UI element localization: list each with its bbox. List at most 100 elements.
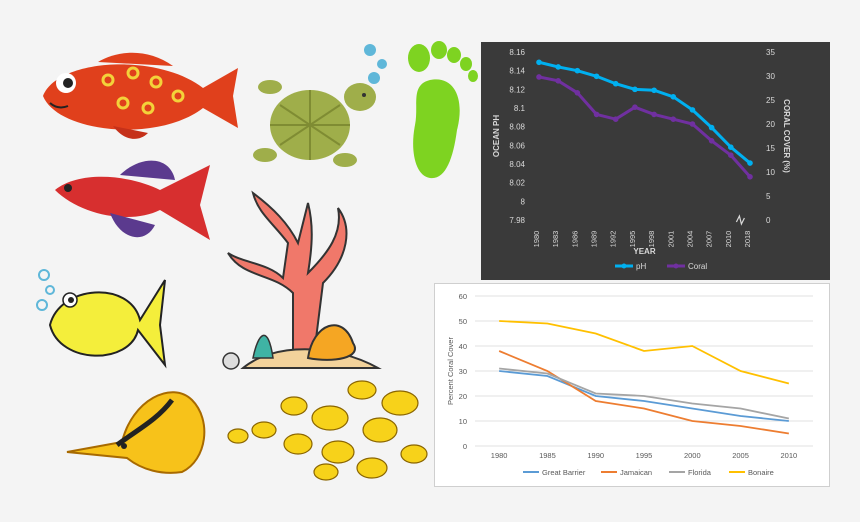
x-tick-label: 2010 bbox=[724, 231, 733, 248]
series-line-bonaire bbox=[499, 320, 790, 385]
data-point-ph bbox=[536, 59, 542, 66]
betta-fish-illustration bbox=[55, 160, 210, 240]
x-tick-label: 1995 bbox=[636, 451, 653, 460]
y-tick-label: 8.04 bbox=[509, 160, 525, 169]
legend-label-coral: Coral bbox=[688, 262, 707, 271]
y-tick-label: 8.16 bbox=[509, 48, 525, 57]
data-point-ph bbox=[708, 124, 715, 131]
school-of-fish-illustration bbox=[227, 380, 428, 481]
ph-coral-chart-panel: 7.98 8 8.02 8.04 8.06 8.08 8.1 8.12 8.14 8.16 0 5 10… bbox=[481, 42, 830, 280]
x-tick-label: 2004 bbox=[685, 231, 694, 248]
data-point-coral bbox=[593, 111, 600, 118]
x-tick-label: 2018 bbox=[743, 231, 752, 248]
data-point-ph bbox=[747, 160, 753, 166]
y2-tick-label: 20 bbox=[766, 120, 775, 129]
data-point-ph bbox=[574, 67, 581, 74]
data-point-ph bbox=[689, 107, 696, 113]
y-tick-label: 8.02 bbox=[509, 179, 525, 188]
data-point-coral bbox=[574, 90, 581, 96]
x-tick-label: 2001 bbox=[666, 231, 675, 248]
y2-tick-label: 10 bbox=[766, 168, 775, 177]
x-tick-label: 1998 bbox=[647, 231, 656, 248]
data-point-coral bbox=[728, 152, 734, 158]
y-axis-title: Percent Coral Cover bbox=[446, 337, 455, 405]
data-point-coral bbox=[536, 74, 542, 80]
series-line-jamaican bbox=[498, 350, 789, 435]
y-tick-label: 8.12 bbox=[509, 85, 525, 94]
legend-marker-ph bbox=[621, 263, 627, 269]
data-point-coral bbox=[747, 174, 753, 180]
butterflyfish-illustration bbox=[66, 391, 206, 474]
series-line-coral bbox=[538, 75, 752, 178]
data-point-coral bbox=[651, 111, 657, 118]
x-tick-label: 1983 bbox=[551, 231, 560, 248]
y-tick-label: 8.08 bbox=[509, 123, 525, 132]
y2-axis-title: CORAL COVER (%) bbox=[782, 99, 791, 173]
y-tick-label: 7.98 bbox=[509, 216, 525, 225]
x-tick-label: 1980 bbox=[532, 231, 541, 248]
data-point-ph bbox=[612, 80, 619, 87]
x-tick-label: 2000 bbox=[684, 451, 701, 460]
y-tick-label: 30 bbox=[459, 367, 467, 376]
x-tick-label: 2005 bbox=[732, 451, 749, 460]
y-tick-label: 8 bbox=[521, 197, 526, 206]
y-tick-label: 50 bbox=[459, 317, 467, 326]
y2-tick-label: 25 bbox=[766, 96, 775, 105]
legend-marker-coral bbox=[673, 263, 679, 269]
coral-cover-chart-panel: 0 10 20 30 40 50 60 1980 1985 1990 1995 2000 2005 201… bbox=[434, 283, 830, 487]
legend-label-bonaire: Bonaire bbox=[748, 468, 774, 477]
y-tick-label: 8.1 bbox=[514, 104, 526, 113]
y2-tick-label: 0 bbox=[766, 216, 771, 225]
legend-label-ph: pH bbox=[636, 262, 646, 271]
data-point-ph bbox=[593, 73, 600, 80]
series-line-ph bbox=[538, 60, 751, 165]
x-tick-label: 1986 bbox=[570, 231, 579, 248]
x-axis-title: YEAR bbox=[633, 247, 655, 256]
bubbles-illustration bbox=[364, 44, 387, 84]
y-tick-label: 40 bbox=[459, 342, 467, 351]
axis-break-marker bbox=[735, 214, 745, 226]
x-tick-label: 1985 bbox=[539, 451, 556, 460]
y2-tick-label: 15 bbox=[766, 144, 775, 153]
series-line-florida bbox=[499, 367, 790, 420]
x-tick-label: 1980 bbox=[491, 451, 508, 460]
data-point-coral bbox=[612, 116, 619, 122]
data-point-ph bbox=[728, 144, 734, 150]
red-fish-illustration bbox=[43, 52, 238, 139]
y2-tick-label: 5 bbox=[766, 192, 771, 201]
data-point-coral bbox=[708, 138, 715, 144]
ph-coral-chart: 7.98 8 8.02 8.04 8.06 8.08 8.1 8.12 8.14 8.16 0 5 10… bbox=[492, 48, 791, 271]
y2-tick-label: 30 bbox=[766, 72, 775, 81]
y-axis-title: OCEAN PH bbox=[492, 115, 501, 157]
x-tick-label: 2010 bbox=[781, 451, 798, 460]
y-tick-label: 0 bbox=[463, 442, 467, 451]
y-tick-label: 20 bbox=[459, 392, 467, 401]
y-tick-label: 10 bbox=[459, 417, 467, 426]
data-point-coral bbox=[670, 116, 677, 122]
x-tick-label: 1995 bbox=[628, 231, 637, 248]
coral-cover-chart: 0 10 20 30 40 50 60 1980 1985 1990 1995 2000 2005 201… bbox=[446, 292, 813, 477]
yellow-fish-illustration bbox=[36, 269, 167, 369]
turtle-illustration bbox=[253, 80, 376, 167]
legend-label-great-barrier: Great Barrier bbox=[542, 468, 586, 477]
data-point-coral bbox=[632, 104, 638, 110]
coral-illustration bbox=[222, 190, 382, 370]
data-point-ph bbox=[670, 94, 677, 100]
data-point-ph bbox=[651, 87, 657, 94]
green-footprint-illustration bbox=[408, 41, 478, 179]
x-tick-label: 2007 bbox=[705, 231, 714, 248]
x-tick-label: 1989 bbox=[590, 231, 599, 248]
data-point-coral bbox=[555, 78, 561, 84]
x-tick-label: 1992 bbox=[609, 231, 618, 248]
y-tick-label: 60 bbox=[459, 292, 467, 301]
data-point-ph bbox=[632, 86, 638, 93]
y-tick-label: 8.14 bbox=[509, 67, 525, 76]
data-point-coral bbox=[689, 121, 696, 127]
data-point-ph bbox=[555, 64, 561, 70]
x-tick-label: 1990 bbox=[587, 451, 604, 460]
series-line-great-barrier bbox=[499, 370, 789, 422]
y-tick-label: 8.06 bbox=[509, 141, 525, 150]
legend-label-florida: Florida bbox=[688, 468, 712, 477]
y2-tick-label: 35 bbox=[766, 48, 775, 57]
legend-label-jamaican: Jamaican bbox=[620, 468, 652, 477]
